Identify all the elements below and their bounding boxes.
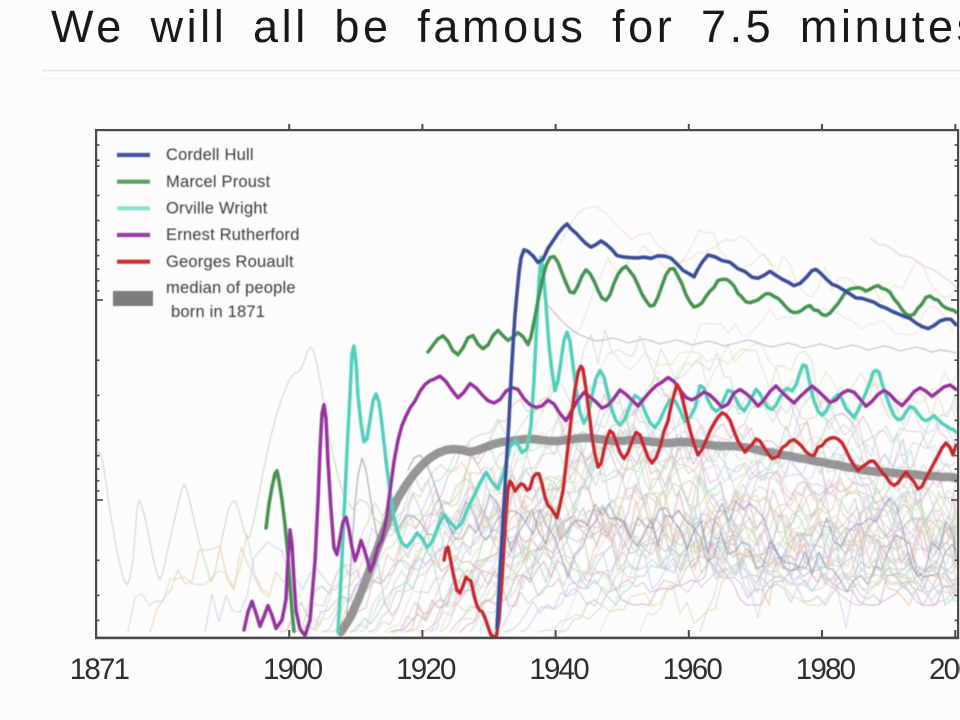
svg-text:Marcel Proust: Marcel Proust — [166, 173, 271, 191]
svg-text:1871: 1871 — [70, 653, 129, 686]
svg-text:Georges Rouault: Georges Rouault — [166, 253, 294, 271]
svg-text:born in 1871: born in 1871 — [171, 303, 265, 321]
svg-text:1900: 1900 — [263, 653, 323, 686]
svg-text:median of people: median of people — [166, 279, 296, 297]
svg-text:2000: 2000 — [929, 653, 960, 686]
svg-text:Cordell Hull: Cordell Hull — [166, 146, 254, 164]
svg-text:Ernest Rutherford: Ernest Rutherford — [166, 226, 300, 244]
svg-text:1940: 1940 — [529, 653, 589, 686]
svg-text:Orville Wright: Orville Wright — [166, 200, 268, 218]
svg-text:1960: 1960 — [663, 653, 723, 686]
svg-text:1920: 1920 — [396, 653, 456, 686]
svg-text:We will all be famous for 7.5: We will all be famous for 7.5 minutes — [51, 1, 960, 52]
svg-text:1980: 1980 — [796, 653, 856, 686]
